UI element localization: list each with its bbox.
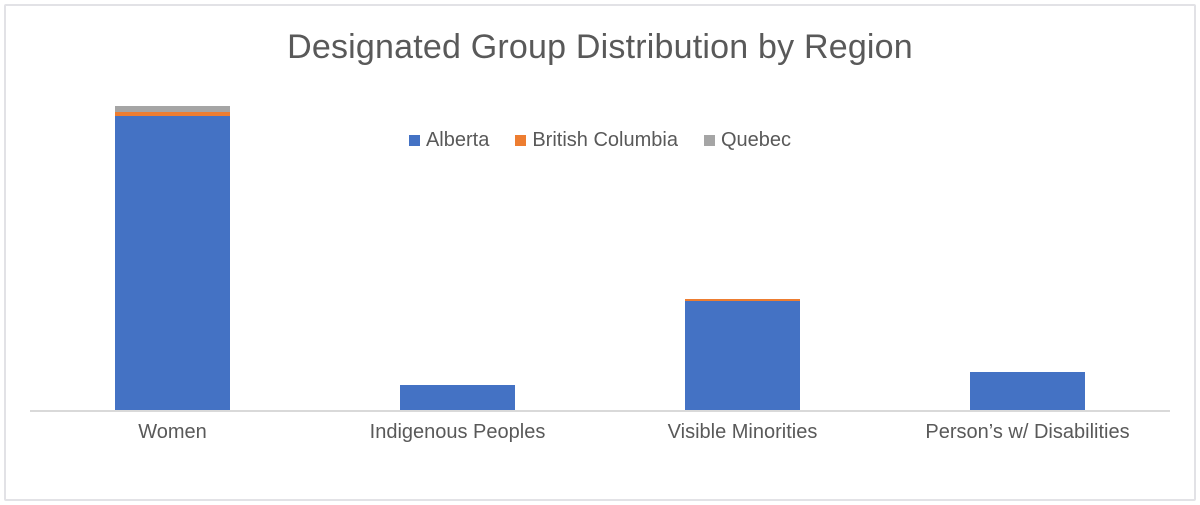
- category-label-visible-minorities: Visible Minorities: [667, 421, 818, 443]
- bar-segment-alberta: [400, 385, 515, 410]
- legend-marker-icon: [408, 135, 420, 146]
- x-axis-category-labels: Women Indigenous Peoples Visible Minoritie…: [30, 420, 1170, 444]
- bar-segment-alberta: [970, 372, 1085, 410]
- chart-title: Designated Group Distribution by Region: [287, 28, 913, 66]
- bar-segment-alberta: [685, 301, 800, 410]
- legend-marker-icon: [515, 135, 527, 146]
- bar-segment-alberta: [115, 116, 230, 410]
- category-label-women: Women: [138, 421, 207, 443]
- legend-item-quebec: Quebec: [703, 129, 792, 152]
- legend-label: Quebec: [720, 129, 792, 151]
- legend-label: Alberta: [425, 129, 490, 151]
- plot-area: [30, 90, 1170, 410]
- category-label-indigenous-peoples: Indigenous Peoples: [369, 421, 546, 443]
- bar-stack-person-s-w-disabilities: [970, 372, 1085, 410]
- legend-item-alberta: Alberta: [408, 129, 490, 152]
- bar-segment-british-columbia: [115, 112, 230, 116]
- bar-stack-indigenous-peoples: [400, 385, 515, 410]
- legend-marker-icon: [703, 135, 715, 146]
- legend-item-british-columbia: British Columbia: [515, 129, 678, 152]
- category-label-person-s-w-disabilities: Person’s w/ Disabilities: [925, 421, 1130, 443]
- bar-segment-quebec: [115, 106, 230, 112]
- bar-segment-british-columbia: [685, 299, 800, 301]
- legend-label: British Columbia: [532, 129, 678, 151]
- x-axis-line: [30, 410, 1170, 412]
- bar-stack-women: [115, 106, 230, 410]
- bar-stack-visible-minorities: [685, 299, 800, 410]
- chart-legend: Alberta British Columbia Quebec: [0, 129, 1200, 152]
